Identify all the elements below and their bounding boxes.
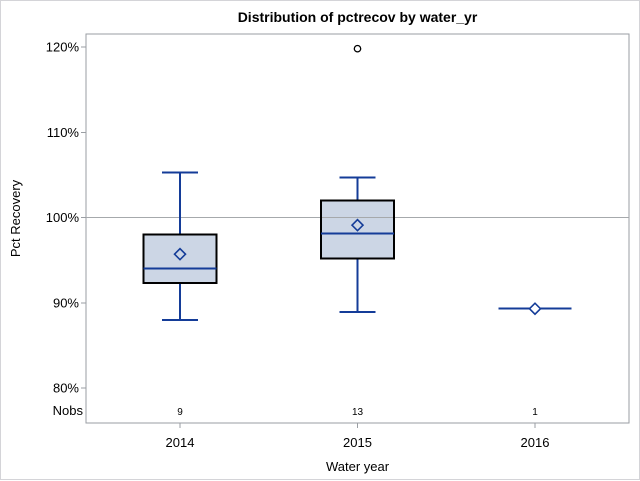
x-axis-title: Water year: [326, 459, 390, 474]
mean-diamond-2016: [528, 302, 542, 316]
y-tick-label-110: 110%: [47, 125, 80, 140]
nobs-value-2015: 13: [352, 407, 364, 418]
mean-diamond-2015: [350, 218, 365, 232]
mean-diamond-2014: [173, 247, 187, 261]
chart-title: Distribution of pctrecov by water_yr: [238, 9, 478, 25]
x-tick-label-2014: 2014: [166, 435, 195, 450]
y-tick-label-120: 120%: [46, 40, 80, 55]
chart-layer: 120% 110% 100% 90% 80% 2014 9 2015 13 2016 1: [46, 33, 630, 450]
y-tick-label-90: 90%: [53, 295, 79, 310]
outlier-point-2015: [353, 44, 362, 53]
x-tick-label-2016: 2016: [521, 435, 550, 450]
nobs-value-2014: 9: [177, 407, 183, 418]
y-tick-label-80: 80%: [53, 381, 79, 396]
box-border-2014: [142, 233, 218, 285]
y-tick-label-100: 100%: [46, 210, 80, 225]
x-tick-label-2015: 2015: [343, 435, 372, 450]
box-border-2015: [320, 199, 395, 260]
nobs-row-label: Nobs: [53, 403, 84, 418]
nobs-value-2016: 1: [532, 407, 538, 418]
y-axis-title: Pct Recovery: [8, 179, 23, 257]
